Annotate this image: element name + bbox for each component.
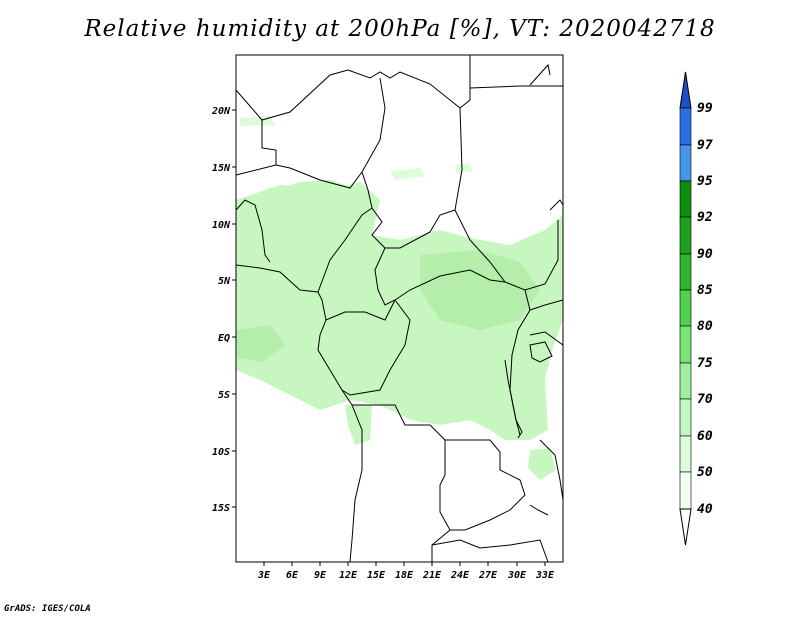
border-gabon-congo bbox=[325, 299, 396, 321]
lat-label-5n: 5N bbox=[218, 276, 231, 287]
border-chad bbox=[361, 77, 386, 249]
colorbar-swatch-50-60 bbox=[679, 435, 692, 473]
colorbar-swatch-97-99 bbox=[679, 107, 692, 146]
humidity-region-north-patch-2 bbox=[390, 168, 425, 180]
lat-label-15n: 15N bbox=[212, 163, 231, 174]
colorbar-swatch-90-92 bbox=[679, 216, 692, 255]
border-ethiopia bbox=[549, 199, 564, 211]
lon-label-27e: 27E bbox=[478, 570, 498, 581]
humidity-region-coastal-patch bbox=[236, 325, 285, 362]
humidity-region-northern-band bbox=[275, 180, 348, 200]
map-frame bbox=[235, 54, 564, 563]
colorbar-label-80: 80 bbox=[697, 319, 713, 334]
lat-label-15s: 15S bbox=[212, 503, 230, 514]
lon-label-30e: 30E bbox=[507, 570, 527, 581]
border-lake-malawi bbox=[529, 504, 549, 516]
humidity-region-southwest bbox=[345, 405, 372, 445]
border-south-africa bbox=[431, 539, 549, 563]
colorbar-swatch-85-90 bbox=[679, 253, 692, 291]
border-car bbox=[374, 247, 506, 306]
colorbar-label-92: 92 bbox=[697, 210, 713, 225]
colorbar-swatch-70-75 bbox=[679, 362, 692, 400]
colorbar-label-85: 85 bbox=[697, 283, 713, 298]
colorbar-label-75: 75 bbox=[697, 356, 713, 371]
border-sahara bbox=[235, 55, 471, 121]
colorbar-label-40: 40 bbox=[697, 502, 713, 517]
lon-axis: 3E 6E 9E 12E 15E 18E 21E 24E 27E 30E 33E bbox=[257, 562, 555, 581]
lat-axis: 20N 15N 10N 5N EQ 5S 10S 15S bbox=[211, 106, 236, 514]
colorbar-swatch-40-50 bbox=[679, 471, 692, 510]
border-lake-tanganyika bbox=[504, 359, 523, 439]
lon-label-3e: 3E bbox=[257, 570, 271, 581]
lat-label-20n: 20N bbox=[211, 106, 231, 117]
border-zambia bbox=[445, 439, 526, 531]
border-horn bbox=[529, 63, 551, 86]
colorbar: 99 97 95 92 90 85 80 75 70 60 50 40 bbox=[679, 71, 713, 546]
border-drc-west bbox=[341, 299, 411, 396]
border-angola bbox=[352, 404, 451, 562]
border-kenya-uganda bbox=[529, 299, 564, 311]
colorbar-label-90: 90 bbox=[697, 247, 713, 262]
humidity-region-east-patch bbox=[420, 250, 540, 330]
colorbar-label-97: 97 bbox=[697, 138, 713, 153]
colorbar-label-95: 95 bbox=[697, 174, 713, 189]
lon-label-21e: 21E bbox=[422, 570, 442, 581]
colorbar-label-60: 60 bbox=[697, 429, 713, 444]
humidity-region-west-coast bbox=[236, 250, 270, 290]
humidity-region-north-patch-3 bbox=[455, 163, 472, 173]
lon-label-18e: 18E bbox=[395, 570, 414, 581]
colorbar-swatch-95-97 bbox=[679, 144, 692, 182]
border-malawi-mozambique bbox=[539, 439, 564, 501]
lat-label-10n: 10N bbox=[212, 220, 231, 231]
border-niger-nigeria bbox=[235, 120, 277, 176]
colorbar-swatch-75-80 bbox=[679, 325, 692, 364]
border-egypt-sudan bbox=[469, 85, 563, 89]
border-tanzania bbox=[529, 331, 564, 346]
lon-label-33e: 33E bbox=[535, 570, 555, 581]
lon-label-9e: 9E bbox=[314, 570, 327, 581]
border-lake-victoria bbox=[529, 341, 553, 363]
humidity-region-lake-patch bbox=[528, 448, 556, 480]
humidity-region-central bbox=[236, 182, 563, 440]
colorbar-label-50: 50 bbox=[697, 465, 713, 480]
humidity-shading bbox=[236, 116, 563, 480]
colorbar-label-99: 99 bbox=[697, 101, 713, 116]
border-south-sudan bbox=[454, 209, 559, 291]
lon-label-6e: 6E bbox=[286, 570, 299, 581]
border-west-coast-nations bbox=[235, 199, 271, 263]
border-cameroon bbox=[317, 207, 373, 293]
grads-credit: GrADS: IGES/COLA bbox=[4, 604, 91, 614]
lat-label-eq: EQ bbox=[218, 333, 230, 344]
border-nigeria bbox=[275, 164, 363, 189]
coastline-west-africa bbox=[235, 264, 363, 563]
lon-label-15e: 15E bbox=[367, 570, 386, 581]
map-title: Relative humidity at 200hPa [%], VT: 202… bbox=[84, 16, 716, 42]
colorbar-swatch-92-95 bbox=[679, 180, 692, 218]
country-borders bbox=[235, 55, 564, 563]
colorbar-top-arrow bbox=[679, 71, 692, 109]
colorbar-label-70: 70 bbox=[697, 392, 713, 407]
lon-label-12e: 12E bbox=[339, 570, 358, 581]
lat-label-5s: 5S bbox=[218, 390, 230, 401]
colorbar-swatch-80-85 bbox=[679, 289, 692, 327]
lon-label-24e: 24E bbox=[450, 570, 470, 581]
border-sudan bbox=[385, 107, 463, 249]
lat-label-10s: 10S bbox=[212, 447, 230, 458]
colorbar-swatch-60-70 bbox=[679, 398, 692, 437]
colorbar-bottom-arrow bbox=[679, 508, 692, 546]
